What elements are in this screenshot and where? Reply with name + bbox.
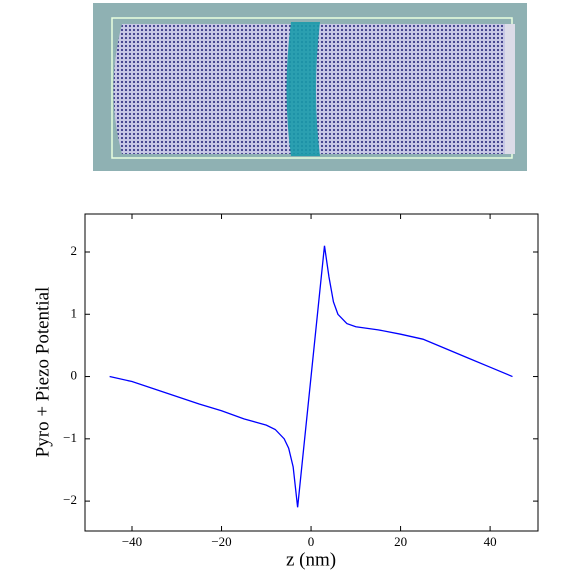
x-tick-label: 40	[484, 534, 497, 549]
y-tick-label: 1	[71, 305, 78, 320]
x-axis-label: z (nm)	[286, 549, 336, 570]
x-tick-label: 0	[308, 534, 315, 549]
x-tick-label: −40	[122, 534, 142, 549]
y-axis-label: Pyro + Piezo Potential	[32, 287, 53, 458]
nanowire-render	[93, 3, 527, 171]
y-tick-label: −1	[63, 430, 77, 445]
y-tick-label: −2	[63, 492, 77, 507]
y-tick-label: 0	[71, 368, 78, 383]
x-tick-label: 20	[394, 534, 407, 549]
data-line	[109, 245, 513, 508]
x-tick-label: −20	[211, 534, 231, 549]
y-tick-label: 2	[71, 243, 78, 258]
